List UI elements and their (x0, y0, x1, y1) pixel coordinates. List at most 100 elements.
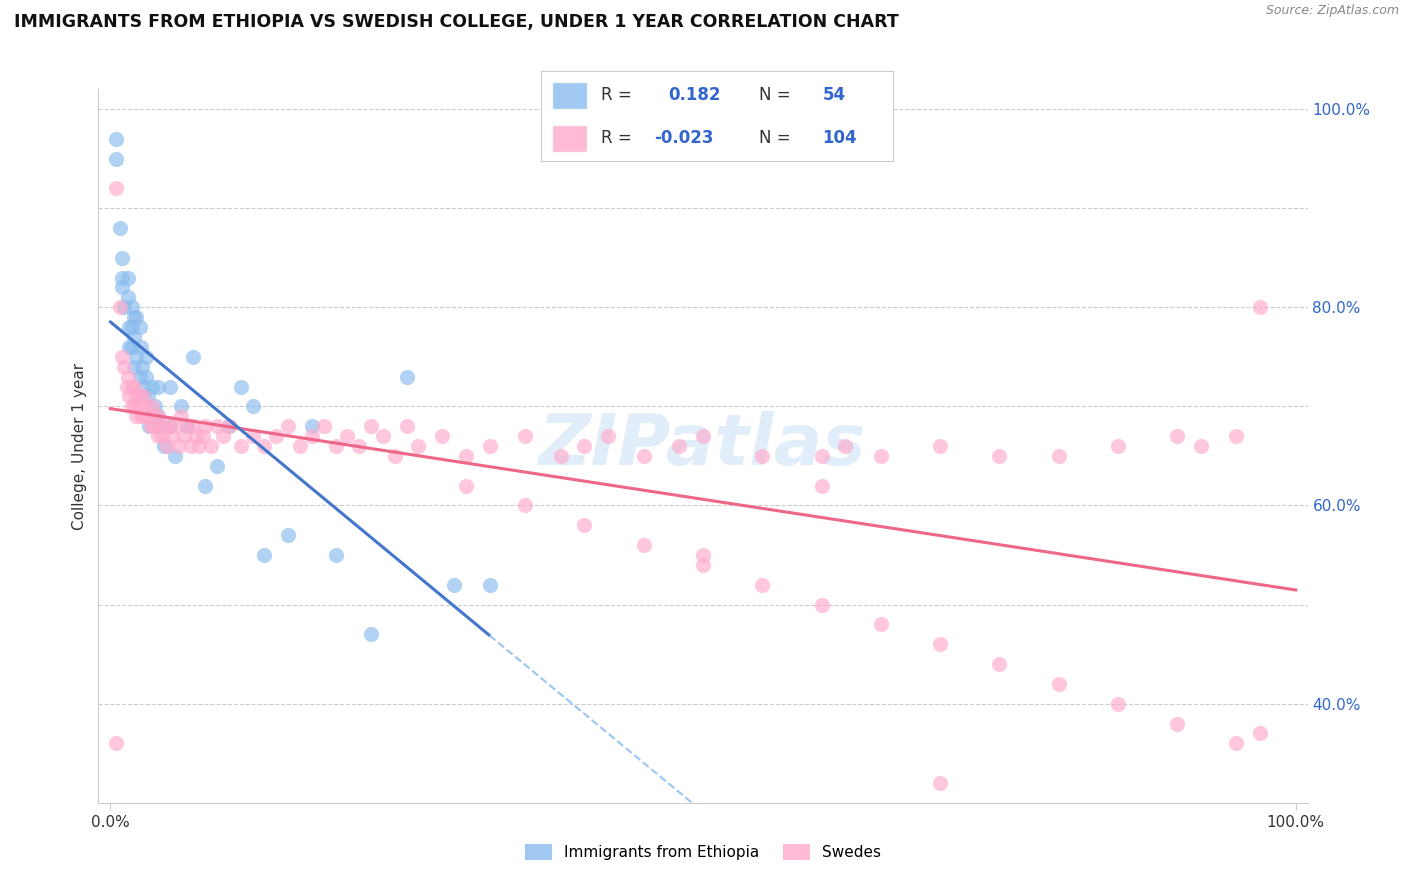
Point (277, 419, 299, 434)
Point (692, 558, 714, 572)
Point (146, 429, 169, 443)
Point (1225, 429, 1247, 443)
Point (229, 439, 252, 453)
Bar (551, 125, 588, 152)
Point (105, 152, 128, 166)
Point (692, 429, 714, 443)
Point (229, 379, 252, 393)
Point (395, 369, 418, 384)
Point (751, 578, 773, 592)
Point (988, 449, 1011, 463)
Point (143, 409, 166, 424)
Point (121, 320, 143, 334)
Point (301, 419, 323, 434)
Point (810, 478, 832, 492)
Point (181, 350, 204, 364)
Point (325, 439, 347, 453)
Point (184, 429, 207, 443)
Point (408, 439, 430, 453)
Point (515, 429, 537, 443)
Point (336, 429, 359, 443)
Y-axis label: College, Under 1 year: College, Under 1 year (72, 362, 87, 530)
Point (146, 379, 169, 393)
Point (194, 419, 217, 434)
Point (633, 449, 655, 463)
Point (117, 270, 139, 285)
Point (152, 429, 174, 443)
Point (1107, 697, 1129, 711)
Text: -0.023: -0.023 (654, 129, 713, 147)
Point (132, 409, 155, 424)
Point (129, 369, 152, 384)
Point (118, 320, 141, 334)
Point (869, 449, 891, 463)
Point (515, 499, 537, 513)
Point (751, 449, 773, 463)
Point (160, 429, 183, 443)
Point (111, 350, 134, 364)
Point (242, 400, 264, 414)
Point (1189, 439, 1212, 453)
Text: 0.182: 0.182 (668, 87, 720, 104)
Point (929, 439, 952, 453)
Point (105, 181, 128, 195)
Text: N =: N = (759, 129, 790, 147)
Point (253, 439, 276, 453)
Point (181, 419, 204, 434)
Point (142, 419, 165, 434)
Point (242, 429, 264, 443)
Point (205, 419, 228, 434)
Point (1107, 439, 1129, 453)
Point (129, 340, 152, 354)
Point (135, 400, 157, 414)
Point (143, 400, 166, 414)
Point (141, 379, 163, 393)
Point (929, 637, 952, 651)
Point (1249, 726, 1271, 740)
Point (1047, 449, 1070, 463)
Point (125, 389, 148, 403)
Point (371, 429, 394, 443)
Point (118, 389, 141, 403)
Point (173, 429, 195, 443)
Point (108, 221, 131, 235)
Point (574, 439, 596, 453)
Legend: Immigrants from Ethiopia, Swedes: Immigrants from Ethiopia, Swedes (519, 838, 887, 866)
Point (139, 419, 162, 434)
Point (810, 449, 832, 463)
Point (1047, 677, 1070, 691)
Point (135, 369, 157, 384)
Point (121, 379, 143, 393)
Point (633, 538, 655, 552)
Point (111, 280, 134, 294)
Point (692, 548, 714, 562)
Point (108, 300, 131, 314)
Point (325, 548, 347, 562)
Point (141, 400, 163, 414)
Point (176, 419, 198, 434)
Point (118, 340, 141, 354)
Point (111, 270, 134, 285)
Point (149, 419, 172, 434)
Point (834, 439, 856, 453)
Point (105, 132, 128, 146)
Point (167, 439, 190, 453)
Text: 54: 54 (823, 87, 845, 104)
Point (138, 419, 160, 434)
Point (218, 419, 240, 434)
Point (136, 409, 159, 424)
Point (159, 379, 181, 393)
Point (122, 400, 145, 414)
Point (810, 598, 832, 612)
Point (432, 429, 454, 443)
Point (188, 439, 211, 453)
Point (253, 548, 276, 562)
Point (478, 578, 501, 592)
Point (159, 419, 181, 434)
Text: ZIPatlas: ZIPatlas (540, 411, 866, 481)
Point (125, 310, 148, 325)
Point (1166, 716, 1188, 731)
Point (122, 330, 145, 344)
Point (105, 736, 128, 750)
Point (121, 400, 143, 414)
